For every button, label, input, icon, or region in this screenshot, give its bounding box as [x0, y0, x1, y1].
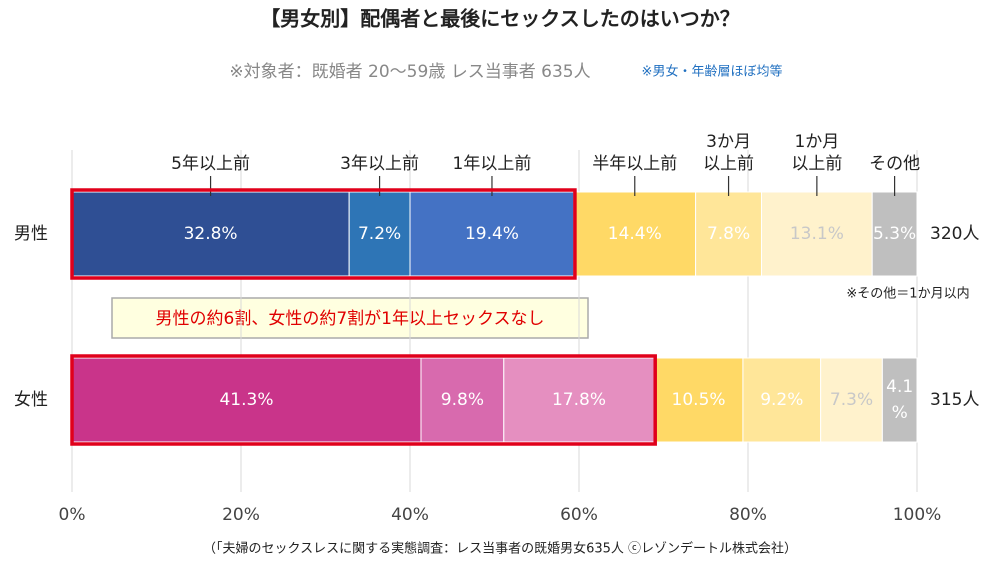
data-label: 19.4%: [465, 224, 519, 244]
data-label: 5.3%: [873, 224, 916, 244]
bar-segment: [573, 191, 697, 277]
callout-box: [111, 297, 589, 339]
x-tick-label: 0%: [59, 505, 86, 525]
data-label: 13.1%: [790, 224, 844, 244]
legend-label: 3か月 以上前: [703, 132, 755, 174]
chart-title: 【男女別】配偶者と最後にセックスしたのはいつか？: [260, 7, 739, 31]
total-label: 320人: [930, 224, 979, 244]
category-label: 男性: [14, 224, 48, 244]
source: （「夫婦のセックスレスに関する実態調査：レス当事者の既婚男女635人 ⓒレゾンデ…: [203, 541, 797, 557]
data-label: 17.8%: [552, 390, 606, 410]
bar-segment: [348, 191, 411, 277]
subtitle: ※対象者：既婚者 20〜59歳 レス当事者 635人: [229, 62, 590, 82]
x-tick-label: 100%: [893, 505, 942, 525]
bar-segment: [742, 357, 822, 443]
bar-segment: [820, 357, 883, 443]
highlight-box: [70, 188, 577, 280]
data-label: 41.3%: [219, 390, 273, 410]
bar-segment: [871, 191, 918, 277]
subtitle-note: ※男女・年齢層ほぼ均等: [642, 64, 783, 80]
legend-label: 1年以上前: [452, 154, 532, 174]
data-label: 7.3%: [830, 390, 873, 410]
bar-segment: [71, 357, 422, 443]
legend-label: 半年以上前: [592, 154, 678, 174]
bar-segment: [695, 191, 763, 277]
bar-segment: [761, 191, 873, 277]
legend-label: 3年以上前: [340, 154, 419, 174]
other-note: ※その他＝1か月以内: [846, 286, 969, 302]
bar-segment: [653, 357, 744, 443]
data-label: 10.5%: [672, 390, 726, 410]
x-tick-label: 40%: [391, 505, 429, 525]
data-label: 9.8%: [441, 390, 484, 410]
total-label: 315人: [930, 390, 979, 410]
bar-segment: [881, 357, 918, 443]
callout: 男性の約6割、女性の約7割が1年以上セックスなし: [156, 309, 545, 329]
x-tick-label: 20%: [222, 505, 260, 525]
data-label: 32.8%: [184, 224, 238, 244]
bar-segment: [503, 357, 655, 443]
bar-segment: [420, 357, 505, 443]
data-label: 7.8%: [707, 224, 750, 244]
data-label: 4.1%: [886, 377, 913, 423]
highlight-box: [70, 354, 657, 446]
category-label: 女性: [14, 390, 48, 410]
data-label: 7.2%: [358, 224, 401, 244]
x-tick-label: 80%: [729, 505, 767, 525]
legend-label: 1か月 以上前: [791, 132, 843, 174]
x-tick-label: 60%: [560, 505, 598, 525]
data-label: 9.2%: [760, 390, 803, 410]
legend-label: その他: [869, 154, 921, 174]
data-label: 14.4%: [608, 224, 662, 244]
legend-label: 5年以上前: [171, 154, 250, 174]
